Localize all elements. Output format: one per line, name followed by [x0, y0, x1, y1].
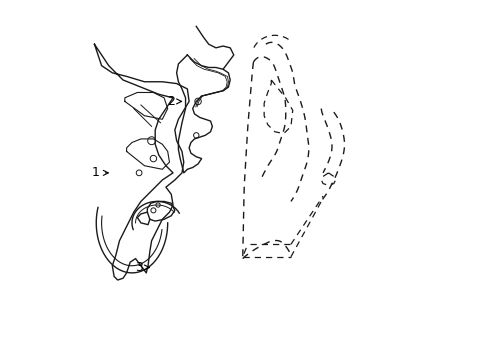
- Text: 2: 2: [166, 95, 181, 108]
- Text: 3: 3: [135, 261, 149, 274]
- Text: 1: 1: [92, 166, 108, 179]
